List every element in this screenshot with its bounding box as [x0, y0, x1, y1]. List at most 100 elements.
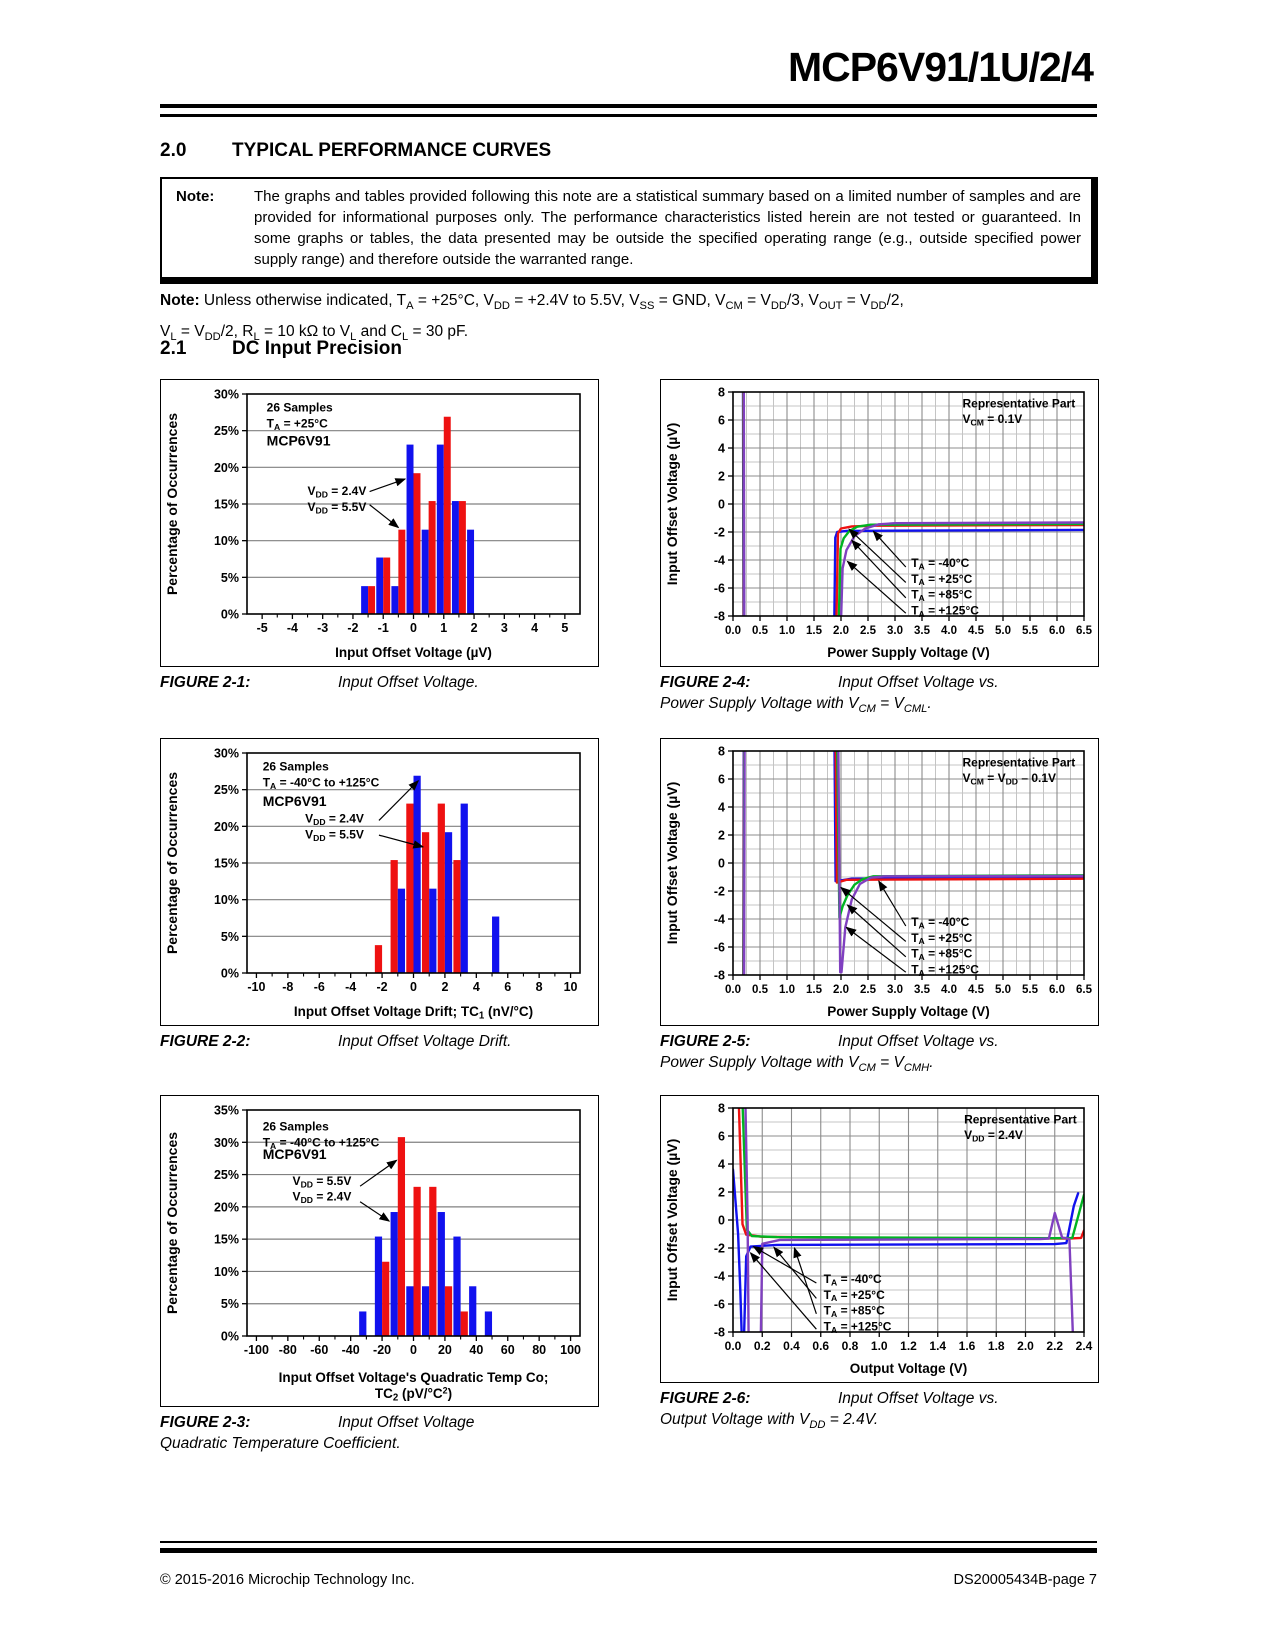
svg-text:1.0: 1.0	[871, 1339, 888, 1353]
svg-text:4: 4	[531, 621, 538, 635]
footer-doc-number: DS20005434B-page 7	[953, 1572, 1097, 1588]
svg-text:2.2: 2.2	[1046, 1339, 1063, 1353]
svg-text:TA = -40°C: TA = -40°C	[824, 1272, 882, 1287]
svg-text:Power Supply Voltage (V): Power Supply Voltage (V)	[827, 1004, 990, 1019]
svg-text:0: 0	[718, 857, 725, 871]
svg-text:Representative Part: Representative Part	[964, 1112, 1077, 1126]
footer-rule-thin	[160, 1541, 1097, 1543]
svg-text:0: 0	[410, 980, 417, 994]
svg-text:-3: -3	[317, 621, 328, 635]
svg-text:0: 0	[410, 1343, 417, 1357]
svg-text:4: 4	[718, 442, 725, 456]
figure-label: FIGURE 2-3:	[160, 1414, 251, 1431]
svg-text:3.0: 3.0	[887, 984, 903, 996]
conditions-note: Note: Unless otherwise indicated, TA = +…	[160, 288, 1093, 350]
svg-text:8: 8	[536, 980, 543, 994]
figure-label: FIGURE 2-5:	[660, 1033, 751, 1050]
svg-text:1.6: 1.6	[959, 1339, 976, 1353]
svg-text:6: 6	[718, 773, 725, 787]
svg-text:10: 10	[564, 980, 578, 994]
svg-text:Representative Part: Representative Part	[963, 396, 1076, 410]
svg-text:0: 0	[718, 498, 725, 512]
subsection-number: 2.1	[160, 338, 187, 359]
section-2-0-heading: 2.0 TYPICAL PERFORMANCE CURVES	[160, 140, 551, 162]
svg-text:20%: 20%	[214, 1200, 239, 1214]
svg-text:VDD = 2.4V: VDD = 2.4V	[308, 484, 367, 499]
svg-text:25%: 25%	[214, 1168, 239, 1182]
svg-text:6.5: 6.5	[1076, 625, 1093, 637]
svg-text:20%: 20%	[214, 820, 239, 834]
svg-text:-2: -2	[377, 980, 388, 994]
svg-text:2: 2	[718, 829, 725, 843]
svg-text:-6: -6	[714, 1298, 725, 1312]
svg-text:-5: -5	[257, 621, 268, 635]
svg-text:100: 100	[560, 1343, 581, 1357]
svg-text:30%: 30%	[214, 1136, 239, 1150]
svg-text:-20: -20	[373, 1343, 391, 1357]
svg-text:0.2: 0.2	[754, 1339, 771, 1353]
svg-text:0.4: 0.4	[783, 1339, 800, 1353]
svg-text:TA = +85°C: TA = +85°C	[911, 588, 972, 603]
figure-2-2: -10 -8 -6 -4 -2 0 2 4 6 8 10 0% 5% 10% 15% 20% 25% 30% Inp…	[160, 738, 599, 1052]
svg-text:TA = -40°C: TA = -40°C	[911, 915, 969, 930]
svg-text:20%: 20%	[214, 461, 239, 475]
svg-text:0%: 0%	[221, 608, 239, 622]
svg-text:-10: -10	[247, 980, 265, 994]
vos-quadratic-tempco-histogram: -100 -80 -60 -40 -20 0 20 40 60 80 100 0% 5% 10% 15% 20…	[164, 1104, 581, 1404]
svg-text:Input Offset Voltage (µV): Input Offset Voltage (µV)	[335, 645, 492, 660]
svg-text:1: 1	[440, 621, 447, 635]
note-box-label: Note:	[176, 188, 215, 205]
svg-text:30%: 30%	[214, 747, 239, 761]
svg-text:35%: 35%	[214, 1104, 239, 1118]
svg-text:3: 3	[501, 621, 508, 635]
svg-text:3.5: 3.5	[914, 625, 931, 637]
header-rule-thick	[160, 104, 1097, 108]
svg-text:1.5: 1.5	[806, 625, 823, 637]
svg-text:TA = +25°C: TA = +25°C	[911, 572, 972, 587]
page-footer: © 2015-2016 Microchip Technology Inc. DS…	[160, 1572, 1097, 1588]
svg-text:Input Offset Voltage (µV): Input Offset Voltage (µV)	[664, 423, 680, 586]
svg-text:VCM = 0.1V: VCM = 0.1V	[963, 412, 1023, 427]
svg-text:8: 8	[718, 745, 725, 759]
figure-2-6-caption: FIGURE 2-6: Input Offset Voltage vs. Outpu…	[660, 1388, 1097, 1436]
section-2-1-heading: 2.1 DC Input Precision	[160, 338, 402, 360]
svg-text:1.2: 1.2	[900, 1339, 917, 1353]
svg-text:VDD = 2.4V: VDD = 2.4V	[964, 1128, 1023, 1143]
svg-text:TA = -40°C to +125°C: TA = -40°C to +125°C	[263, 1136, 380, 1151]
svg-text:30%: 30%	[214, 388, 239, 402]
svg-text:10%: 10%	[214, 534, 239, 548]
svg-text:-100: -100	[244, 1343, 269, 1357]
figure-2-5: 0.0 0.5 1.0 1.5 2.0 2.5 3.0 3.5 4.0 4.5 5.0 5.5 6.0 6…	[660, 738, 1099, 1079]
svg-text:8: 8	[718, 1102, 725, 1116]
svg-text:4.5: 4.5	[968, 625, 985, 637]
svg-text:VDD = 5.5V: VDD = 5.5V	[308, 500, 367, 515]
svg-text:5%: 5%	[221, 930, 239, 944]
svg-text:Output Voltage (V): Output Voltage (V)	[850, 1361, 968, 1376]
chart-box: 0.0 0.5 1.0 1.5 2.0 2.5 3.0 3.5 4.0 4.5 5.0 5.5 6.0 6…	[660, 379, 1099, 667]
figure-description: Input Offset Voltage Drift.	[338, 1033, 512, 1050]
svg-text:2.0: 2.0	[833, 625, 849, 637]
svg-text:10%: 10%	[214, 1265, 239, 1279]
svg-text:0.0: 0.0	[725, 984, 741, 996]
chart-box: -5 -4 -3 -2 -1 0 1 2 3 4 5 0% 5% 10% 15% 20% 25% 30% Input…	[160, 379, 599, 667]
svg-text:MCP6V91: MCP6V91	[267, 432, 331, 448]
svg-text:6.0: 6.0	[1049, 625, 1065, 637]
svg-text:2.4: 2.4	[1076, 1339, 1093, 1353]
svg-text:8: 8	[718, 386, 725, 400]
svg-text:1.4: 1.4	[929, 1339, 946, 1353]
svg-text:26 Samples: 26 Samples	[267, 401, 333, 415]
figure-2-5-caption: FIGURE 2-5: Input Offset Voltage vs. Power…	[660, 1031, 1097, 1079]
svg-text:40: 40	[469, 1343, 483, 1357]
figure-2-2-caption: FIGURE 2-2: Input Offset Voltage Drift.	[160, 1031, 597, 1052]
svg-text:2: 2	[471, 621, 478, 635]
svg-text:4: 4	[718, 801, 725, 815]
figure-2-1: -5 -4 -3 -2 -1 0 1 2 3 4 5 0% 5% 10% 15% 20% 25% 30% Input…	[160, 379, 599, 693]
footer-copyright: © 2015-2016 Microchip Technology Inc.	[160, 1572, 415, 1588]
chart-box: -100 -80 -60 -40 -20 0 20 40 60 80 100 0% 5% 10% 15% 20…	[160, 1095, 599, 1407]
svg-text:2.0: 2.0	[833, 984, 849, 996]
svg-text:Input Offset Voltage (µV): Input Offset Voltage (µV)	[664, 782, 680, 945]
svg-text:-4: -4	[345, 980, 356, 994]
svg-text:2: 2	[718, 1186, 725, 1200]
svg-text:TA = +85°C: TA = +85°C	[911, 947, 972, 962]
svg-text:-4: -4	[714, 1270, 725, 1284]
